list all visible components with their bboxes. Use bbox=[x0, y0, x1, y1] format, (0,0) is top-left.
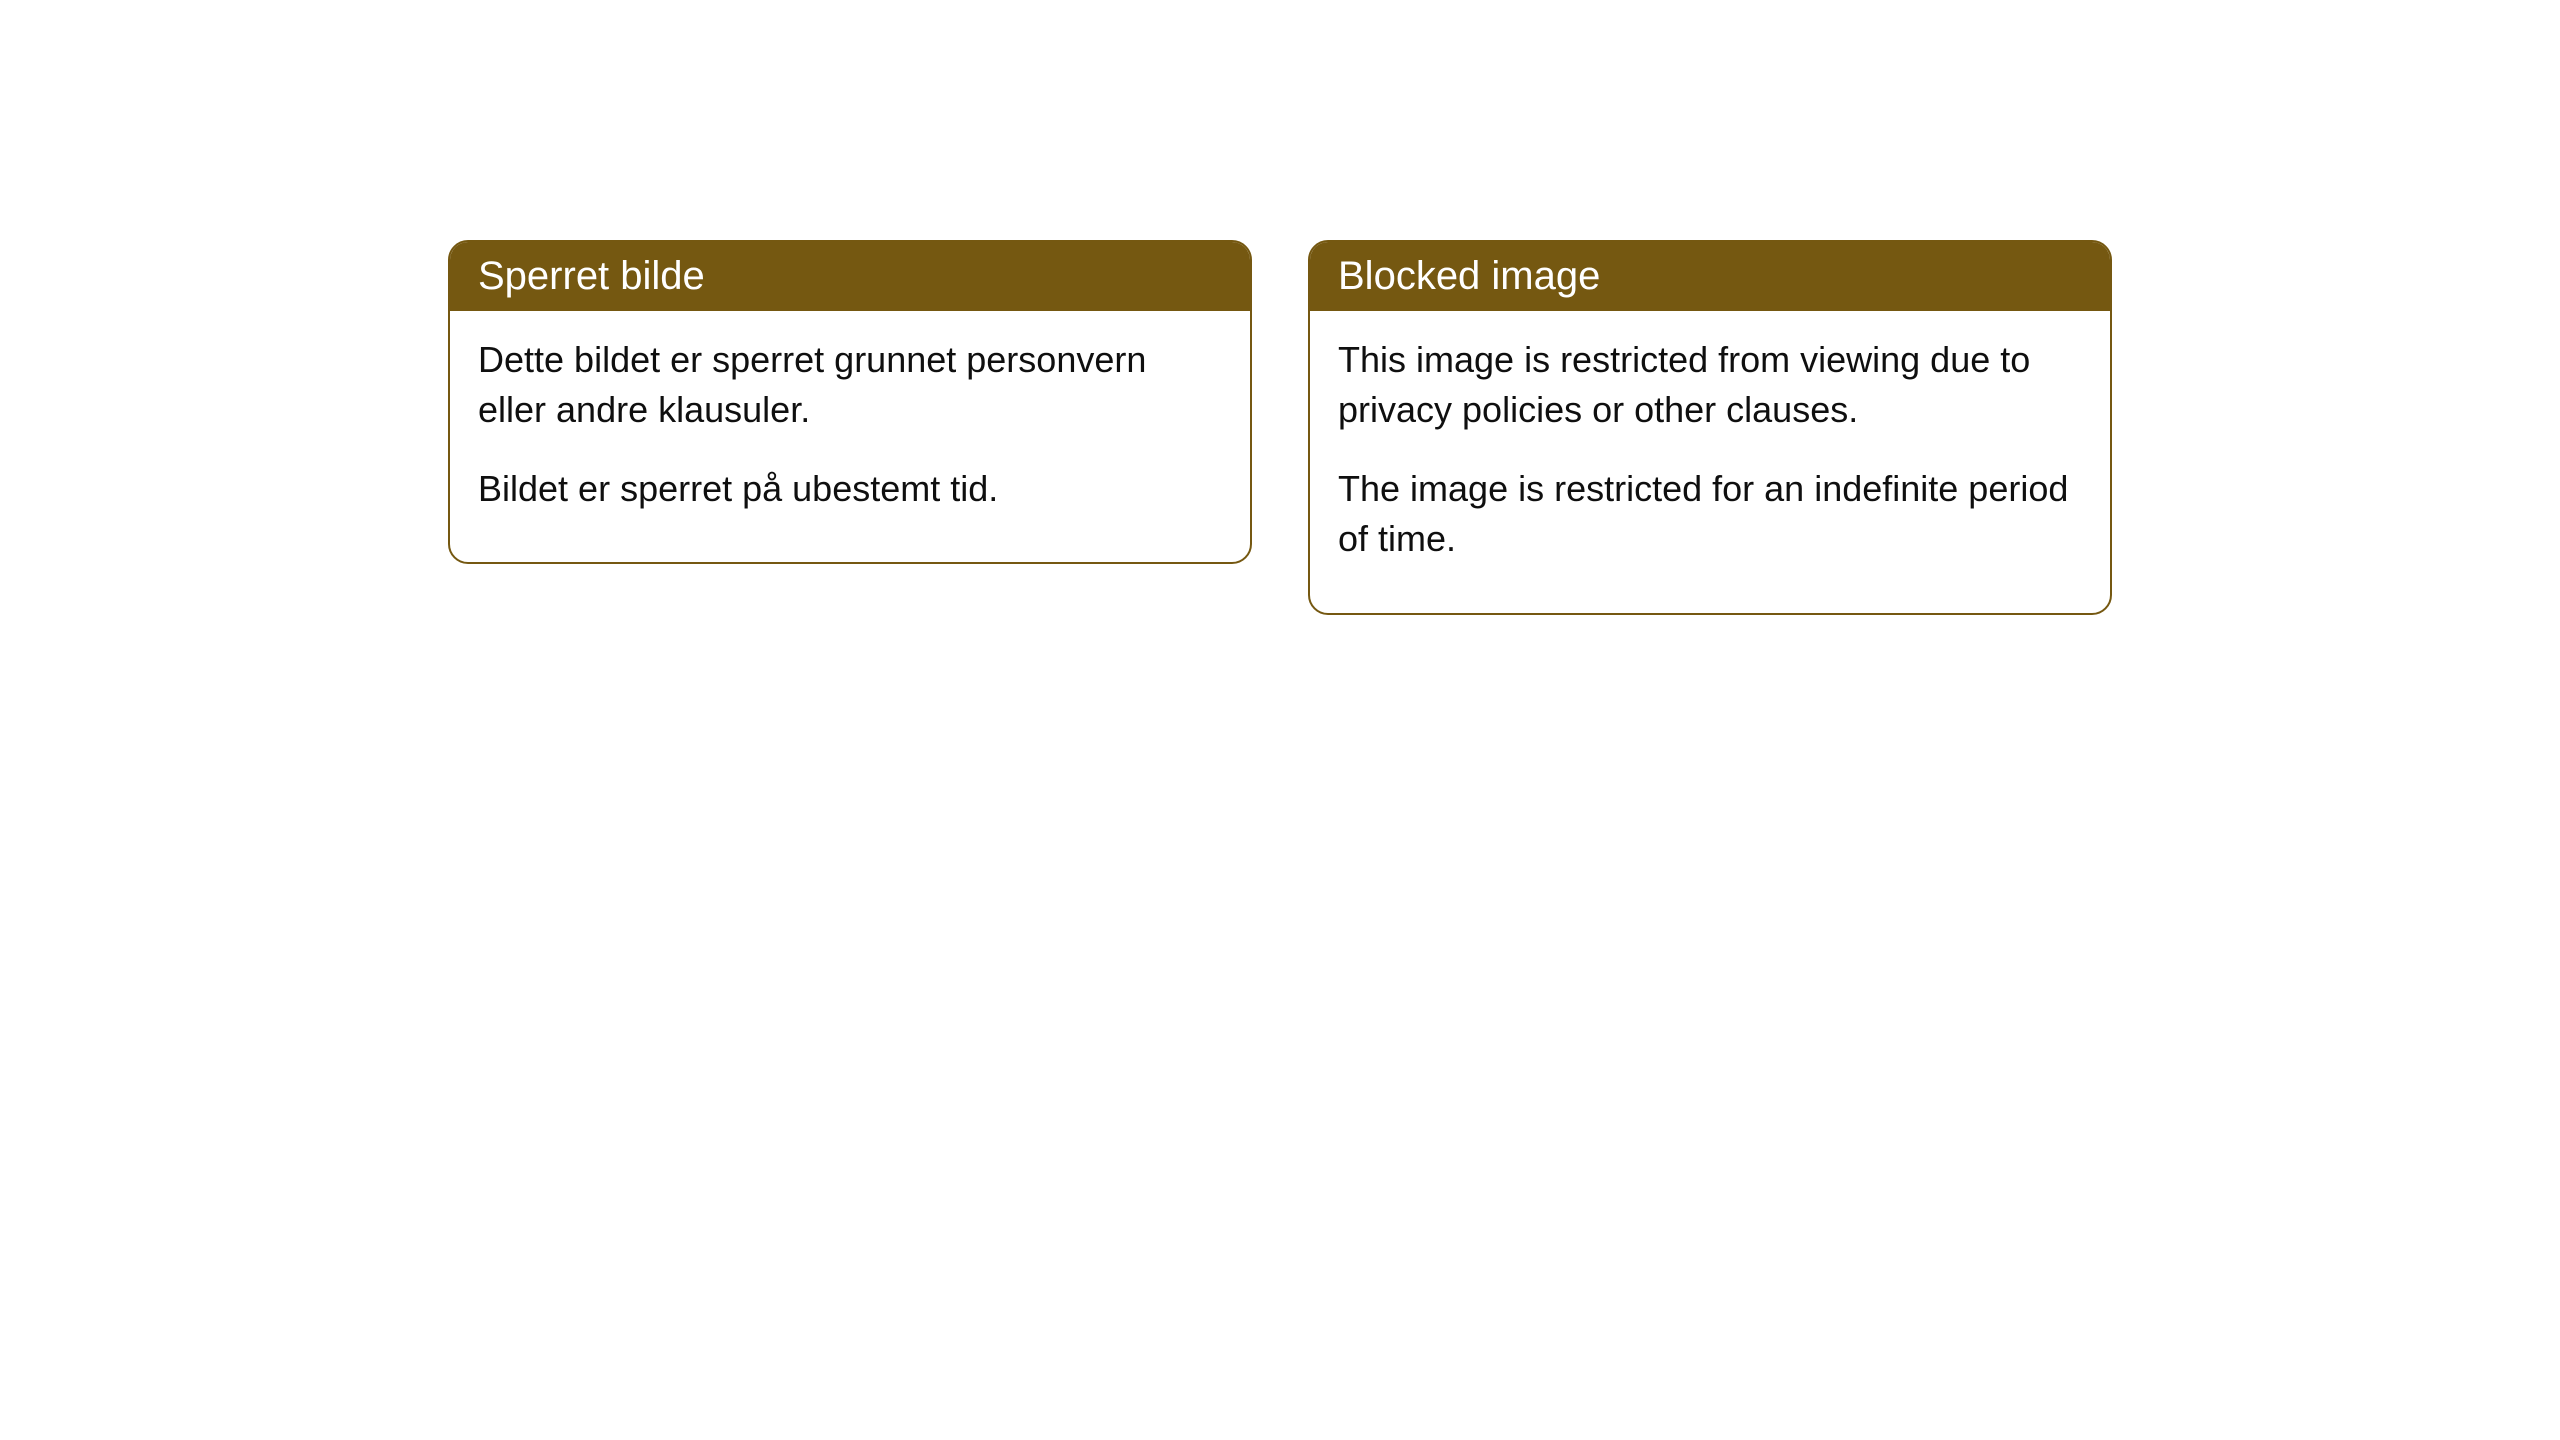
card-header: Blocked image bbox=[1310, 242, 2110, 311]
card-title: Blocked image bbox=[1338, 254, 1600, 298]
notice-cards-container: Sperret bilde Dette bildet er sperret gr… bbox=[448, 240, 2112, 1440]
card-title: Sperret bilde bbox=[478, 254, 705, 298]
card-paragraph: Dette bildet er sperret grunnet personve… bbox=[478, 335, 1222, 436]
card-paragraph: The image is restricted for an indefinit… bbox=[1338, 464, 2082, 565]
card-body: Dette bildet er sperret grunnet personve… bbox=[450, 311, 1250, 562]
blocked-image-card-norwegian: Sperret bilde Dette bildet er sperret gr… bbox=[448, 240, 1252, 564]
card-paragraph: Bildet er sperret på ubestemt tid. bbox=[478, 464, 1222, 514]
blocked-image-card-english: Blocked image This image is restricted f… bbox=[1308, 240, 2112, 615]
card-body: This image is restricted from viewing du… bbox=[1310, 311, 2110, 613]
card-paragraph: This image is restricted from viewing du… bbox=[1338, 335, 2082, 436]
card-header: Sperret bilde bbox=[450, 242, 1250, 311]
